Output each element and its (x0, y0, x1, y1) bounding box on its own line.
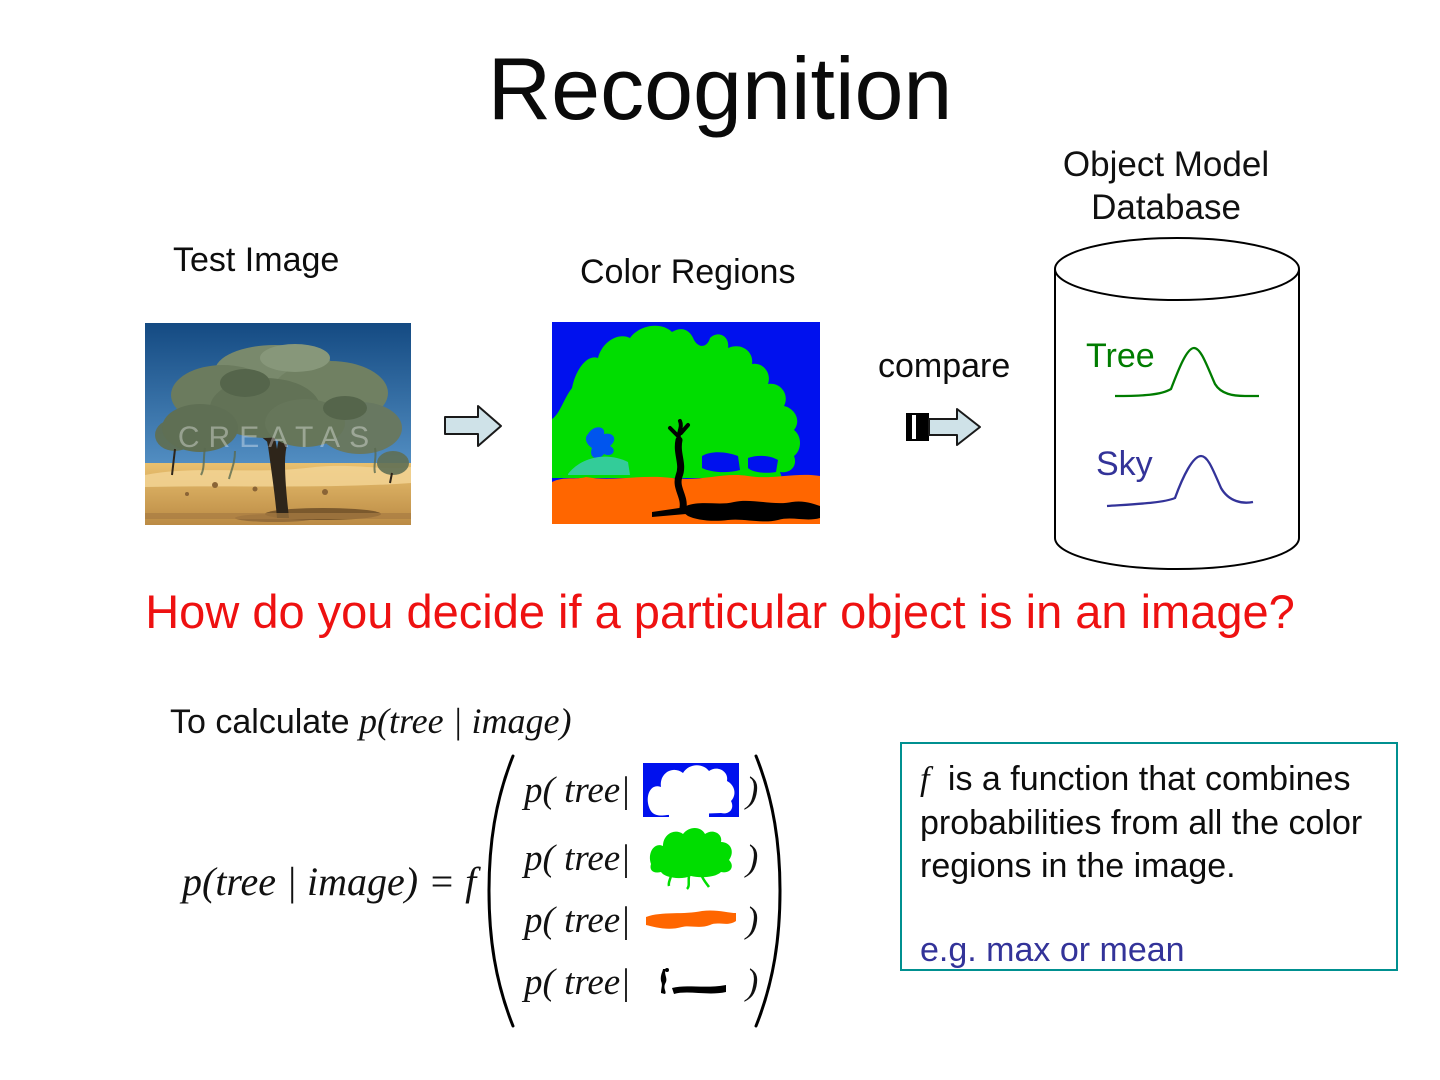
right-parenthesis (754, 754, 782, 1028)
probability-term: p( tree| (524, 961, 631, 1003)
probability-close-paren: ) (746, 961, 759, 1003)
probability-row: p( tree| ) (524, 826, 780, 890)
calc-intro-math: p(tree | image) (359, 701, 572, 741)
probability-term: p( tree| (524, 837, 631, 879)
probability-close-paren: ) (746, 899, 759, 941)
equation-lhs: p(tree | image) = f (182, 859, 477, 904)
color-regions-label: Color Regions (580, 253, 796, 291)
probability-term: p( tree| (524, 769, 631, 811)
database-title: Object Model Database (1020, 144, 1312, 229)
note-line1-rest: is a function that combines (938, 760, 1351, 798)
probability-row: p( tree| ) (524, 760, 780, 820)
probability-row: p( tree| ) (524, 897, 780, 943)
note-line1: f is a function that combines (920, 758, 1378, 802)
compare-label: compare (878, 347, 1011, 385)
probability-close-paren: ) (746, 769, 759, 811)
flow-arrow-icon (444, 405, 502, 447)
note-line2: probabilities from all the color (920, 803, 1363, 842)
compare-arrow-icon (906, 408, 981, 446)
ground-region-thumbnail (646, 910, 736, 929)
shadow-region-thumbnail (660, 968, 726, 994)
model-tree-label: Tree (1086, 337, 1155, 375)
probability-term: p( tree| (524, 899, 631, 941)
probability-row: p( tree| ) (524, 958, 780, 1006)
database-cylinder (1054, 237, 1300, 570)
tree-region-thumbnail (649, 828, 732, 890)
calc-intro-plain: To calculate (170, 703, 359, 741)
test-image-label: Test Image (173, 241, 340, 279)
f-symbol: f (920, 761, 930, 798)
database-title-line2: Database (1091, 187, 1241, 227)
question-text: How do you decide if a particular object… (145, 585, 1295, 638)
function-note-box: f is a function that combines probabilit… (900, 742, 1398, 971)
tree-distribution-curve (1114, 346, 1259, 398)
left-parenthesis (487, 754, 515, 1028)
model-sky-label: Sky (1096, 445, 1153, 483)
photo-watermark: CREATAS (178, 421, 378, 454)
page-title: Recognition (487, 39, 953, 138)
sky-region-thumbnail (643, 763, 739, 817)
note-line3: regions in the image. (920, 846, 1236, 885)
test-image-photo: CREATAS (145, 323, 411, 525)
note-example: e.g. max or mean (920, 931, 1185, 970)
calc-intro: To calculate p(tree | image) (170, 700, 571, 742)
database-title-line1: Object Model (1062, 145, 1270, 184)
sky-distribution-curve (1106, 454, 1254, 508)
color-regions-image (552, 322, 820, 524)
probability-close-paren: ) (746, 837, 759, 879)
